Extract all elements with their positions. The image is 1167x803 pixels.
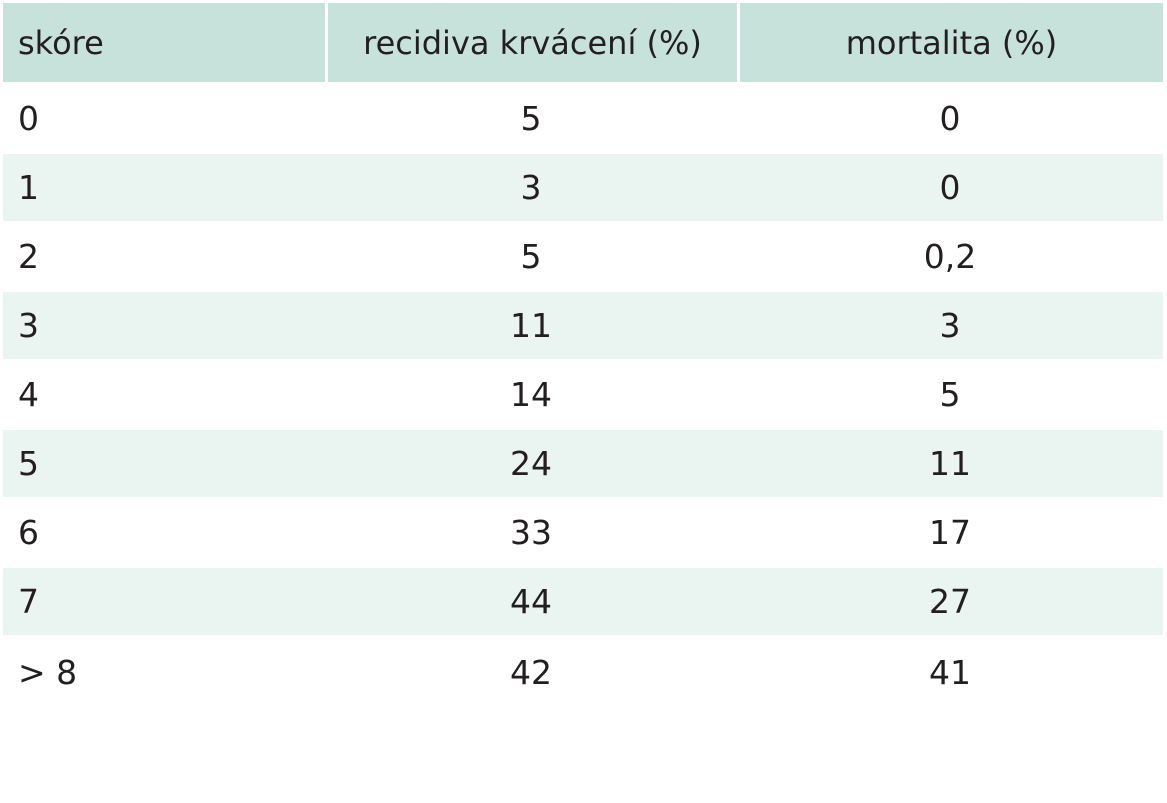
score-cell: 6 [18, 513, 39, 552]
table-row: > 8 42 41 [3, 637, 1163, 709]
rebleeding-cell: 33 [510, 513, 552, 552]
score-cell: 4 [18, 375, 39, 414]
mortality-cell: 0 [939, 99, 961, 138]
table-row: 0 5 0 [3, 85, 1163, 154]
score-cell: > 8 [18, 652, 78, 692]
mortality-cell: 0,2 [923, 237, 977, 276]
table-header-row: skóre recidiva krvácení (%) mortalita (%… [3, 3, 1163, 85]
score-cell: 7 [18, 582, 39, 621]
table-row: 1 3 0 [3, 154, 1163, 223]
score-cell: 1 [18, 168, 39, 207]
score-cell: 3 [18, 306, 39, 345]
mortality-cell: 3 [939, 306, 961, 345]
mortality-cell: 17 [929, 513, 971, 552]
rebleeding-cell: 42 [510, 652, 552, 692]
score-cell: 5 [18, 444, 39, 483]
mortality-cell: 0 [939, 168, 961, 207]
header-rebleeding: recidiva krvácení (%) [325, 3, 737, 82]
rebleeding-cell: 44 [510, 582, 552, 621]
mortality-cell: 11 [929, 444, 971, 483]
rebleeding-cell: 5 [520, 99, 542, 138]
score-cell: 0 [18, 99, 39, 138]
table-row: 7 44 27 [3, 568, 1163, 637]
rebleeding-cell: 3 [520, 168, 542, 207]
mortality-cell: 5 [939, 375, 961, 414]
rebleeding-cell: 24 [510, 444, 552, 483]
table-row: 2 5 0,2 [3, 223, 1163, 292]
header-score: skóre [18, 23, 104, 62]
header-mortality: mortalita (%) [737, 3, 1163, 82]
score-cell: 2 [18, 237, 39, 276]
rebleeding-cell: 5 [520, 237, 542, 276]
table-row: 6 33 17 [3, 499, 1163, 568]
rebleeding-cell: 14 [510, 375, 552, 414]
score-table: skóre recidiva krvácení (%) mortalita (%… [3, 3, 1163, 709]
mortality-cell: 27 [929, 582, 971, 621]
table-row: 4 14 5 [3, 361, 1163, 430]
table-row: 5 24 11 [3, 430, 1163, 499]
table-row: 3 11 3 [3, 292, 1163, 361]
mortality-cell: 41 [929, 652, 971, 692]
rebleeding-cell: 11 [510, 306, 552, 345]
